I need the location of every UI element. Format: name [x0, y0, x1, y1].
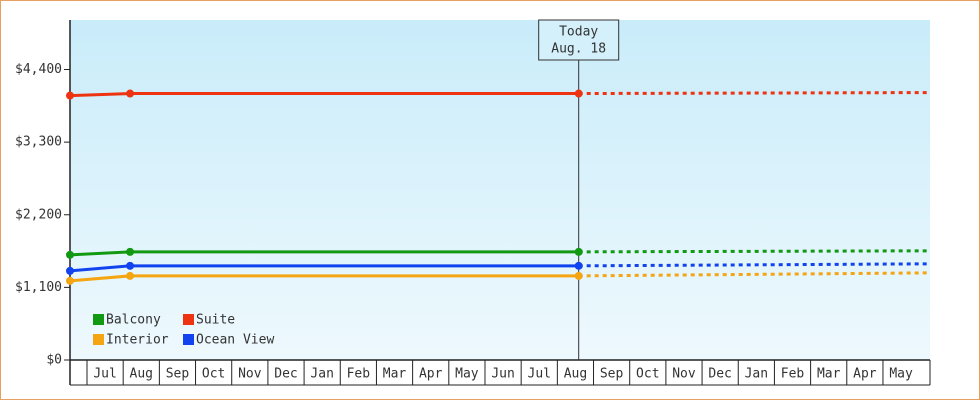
forecast-line — [578, 91, 931, 96]
x-tick-label: May — [455, 367, 479, 382]
x-tick-label: Oct — [202, 367, 225, 382]
x-tick-label: Oct — [636, 367, 659, 382]
legend-label: Ocean View — [196, 333, 274, 348]
x-tick-label: Dec — [708, 367, 731, 382]
x-tick-label: Feb — [781, 367, 805, 382]
point — [574, 247, 583, 256]
y-tick-label: $3,300 — [15, 135, 62, 150]
legend-swatch — [183, 314, 194, 325]
point — [66, 276, 74, 285]
point — [574, 89, 583, 98]
legend-label: Interior — [106, 333, 169, 348]
x-tick-label: Mar — [817, 367, 841, 382]
point — [126, 247, 135, 256]
x-tick-label: Dec — [274, 367, 297, 382]
point — [574, 261, 583, 270]
y-tick-label: $2,200 — [15, 207, 62, 222]
x-tick-label: Nov — [238, 367, 262, 382]
plot-area — [70, 20, 930, 360]
x-tick-label: Jun — [491, 367, 514, 382]
today-label: Today — [559, 25, 598, 40]
x-tick-label: Jan — [745, 367, 768, 382]
y-tick-label: $0 — [46, 353, 62, 368]
x-tick-label: Feb — [347, 367, 371, 382]
point — [66, 250, 74, 259]
legend-swatch — [93, 314, 104, 325]
x-tick-label: Apr — [853, 367, 877, 382]
point — [574, 271, 583, 280]
x-tick-label: Sep — [600, 367, 624, 382]
point — [126, 271, 135, 280]
legend-label: Balcony — [106, 313, 161, 328]
point — [126, 261, 135, 270]
legend-swatch — [183, 334, 194, 345]
y-tick-label: $1,100 — [15, 280, 62, 295]
x-tick-label: Apr — [419, 367, 443, 382]
x-tick-label: Jul — [528, 367, 551, 382]
x-tick-label: Mar — [383, 367, 407, 382]
point — [66, 266, 74, 275]
point — [126, 89, 135, 98]
forecast-line — [578, 249, 931, 254]
x-tick-label: Nov — [672, 367, 696, 382]
y-tick-label: $4,400 — [15, 62, 62, 77]
forecast-line — [578, 262, 931, 268]
x-tick-label: Aug — [130, 367, 153, 382]
legend-label: Suite — [196, 313, 235, 328]
x-tick-label: May — [889, 367, 913, 382]
today-box — [538, 19, 620, 61]
x-tick-label: Jan — [310, 367, 333, 382]
x-tick-label: Aug — [564, 367, 587, 382]
x-tick-label: Jul — [93, 367, 116, 382]
point — [66, 91, 74, 100]
legend-swatch — [93, 334, 104, 345]
x-tick-label: Sep — [166, 367, 190, 382]
forecast-line — [578, 271, 931, 278]
today-label: Aug. 18 — [551, 42, 606, 57]
